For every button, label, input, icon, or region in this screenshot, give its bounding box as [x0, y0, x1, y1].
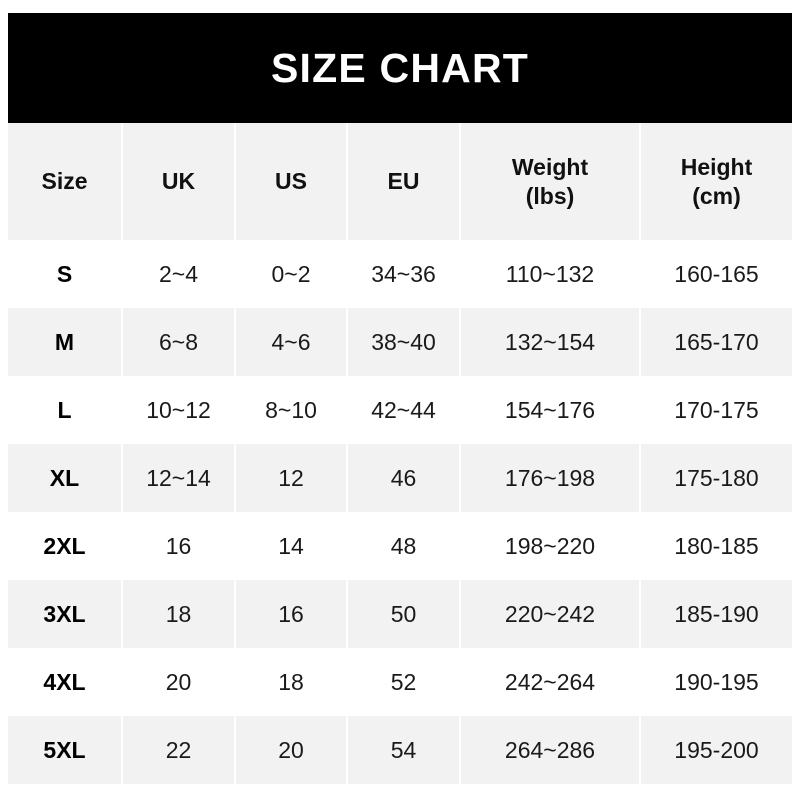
- cell-height: 195-200: [674, 736, 759, 763]
- cell-eu: 50: [347, 580, 461, 648]
- cell-uk: 18: [122, 580, 236, 648]
- cell-us: 14: [235, 512, 348, 580]
- column-header-uk-label: UK: [161, 168, 196, 195]
- cell-size: L: [8, 376, 123, 444]
- cell-weight: 132~154: [460, 308, 641, 376]
- column-header-height: Height (cm): [640, 123, 792, 240]
- column-header-weight: Weight (lbs): [460, 123, 641, 240]
- column-header-weight-unit: (lbs): [525, 182, 575, 209]
- cell-eu: 48: [347, 512, 461, 580]
- cell-weight: 264~286: [460, 716, 641, 784]
- cell-us: 12: [235, 444, 348, 512]
- table-row: 3XL 18 16 50 220~242 185-190: [8, 580, 792, 648]
- column-header-us-label: US: [275, 168, 307, 195]
- cell-size: 2XL: [8, 512, 123, 580]
- cell-uk: 20: [122, 648, 236, 716]
- table-row: M 6~8 4~6 38~40 132~154 165-170: [8, 308, 792, 376]
- column-header-size-label: Size: [41, 168, 88, 195]
- cell-uk: 6~8: [122, 308, 236, 376]
- cell-uk: 16: [122, 512, 236, 580]
- cell-size: S: [8, 240, 123, 308]
- cell-eu: 34~36: [347, 240, 461, 308]
- header-row: Size UK US EU Weight (lbs) Height (cm): [8, 123, 792, 240]
- cell-eu: 38~40: [347, 308, 461, 376]
- cell-weight: 220~242: [460, 580, 641, 648]
- cell-height: 160-165: [674, 260, 759, 287]
- cell-height: 175-180: [674, 464, 759, 491]
- table-body: S 2~4 0~2 34~36 110~132 160-165 M 6~8 4~…: [8, 240, 792, 784]
- cell-uk: 2~4: [122, 240, 236, 308]
- cell-us: 4~6: [235, 308, 348, 376]
- cell-weight: 242~264: [460, 648, 641, 716]
- page-title: SIZE CHART: [271, 44, 529, 91]
- cell-weight: 154~176: [460, 376, 641, 444]
- cell-uk: 12~14: [122, 444, 236, 512]
- cell-us: 20: [235, 716, 348, 784]
- table-row: XL 12~14 12 46 176~198 175-180: [8, 444, 792, 512]
- cell-eu: 42~44: [347, 376, 461, 444]
- table-row: 5XL 22 20 54 264~286 195-200: [8, 716, 792, 784]
- cell-height: 170-175: [674, 396, 759, 423]
- cell-uk: 10~12: [122, 376, 236, 444]
- cell-height: 180-185: [674, 532, 759, 559]
- cell-size: 3XL: [8, 580, 123, 648]
- cell-us: 0~2: [235, 240, 348, 308]
- cell-weight: 198~220: [460, 512, 641, 580]
- table-header: Size UK US EU Weight (lbs) Height (cm): [8, 123, 792, 240]
- cell-height: 165-170: [674, 328, 759, 355]
- column-header-eu-label: EU: [387, 168, 420, 195]
- cell-eu: 46: [347, 444, 461, 512]
- cell-us: 16: [235, 580, 348, 648]
- table-row: S 2~4 0~2 34~36 110~132 160-165: [8, 240, 792, 308]
- title-banner: SIZE CHART: [8, 13, 792, 123]
- cell-size: M: [8, 308, 123, 376]
- table-row: L 10~12 8~10 42~44 154~176 170-175: [8, 376, 792, 444]
- table-row: 2XL 16 14 48 198~220 180-185: [8, 512, 792, 580]
- column-header-uk: UK: [122, 123, 236, 240]
- cell-weight: 176~198: [460, 444, 641, 512]
- cell-size: 4XL: [8, 648, 123, 716]
- cell-eu: 54: [347, 716, 461, 784]
- cell-eu: 52: [347, 648, 461, 716]
- table-row: 4XL 20 18 52 242~264 190-195: [8, 648, 792, 716]
- cell-size: XL: [8, 444, 123, 512]
- column-header-eu: EU: [347, 123, 461, 240]
- cell-us: 8~10: [235, 376, 348, 444]
- cell-us: 18: [235, 648, 348, 716]
- column-header-us: US: [235, 123, 348, 240]
- column-header-height-unit: (cm): [692, 182, 741, 209]
- cell-size: 5XL: [8, 716, 123, 784]
- column-header-weight-label: Weight: [511, 153, 589, 180]
- cell-height: 185-190: [674, 600, 759, 627]
- cell-uk: 22: [122, 716, 236, 784]
- size-chart-table: Size UK US EU Weight (lbs) Height (cm): [8, 123, 792, 784]
- column-header-size: Size: [8, 123, 123, 240]
- cell-weight: 110~132: [460, 240, 641, 308]
- cell-height: 190-195: [674, 668, 759, 695]
- column-header-height-label: Height: [680, 153, 753, 180]
